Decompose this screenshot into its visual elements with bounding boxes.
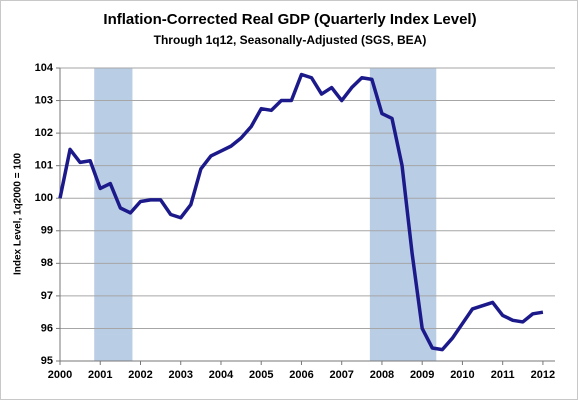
x-tick-label: 2001 [88, 369, 112, 381]
y-tick-label: 100 [35, 192, 53, 204]
x-tick-label: 2012 [531, 369, 555, 381]
y-tick-label: 95 [41, 355, 53, 367]
x-tick-label: 2007 [329, 369, 353, 381]
x-tick-label: 2008 [370, 369, 394, 381]
recession-band [369, 68, 437, 361]
y-tick-label: 101 [35, 160, 53, 172]
x-tick-label: 2004 [209, 369, 234, 381]
y-tick-label: 97 [41, 290, 53, 302]
y-tick-label: 96 [41, 322, 53, 334]
y-tick-label: 98 [41, 257, 53, 269]
chart-title: Inflation-Corrected Real GDP (Quarterly … [103, 11, 476, 28]
y-tick-label: 104 [35, 62, 54, 74]
x-tick-label: 2005 [249, 369, 273, 381]
x-tick-label: 2006 [289, 369, 313, 381]
recession-band [94, 68, 133, 361]
y-tick-label: 103 [35, 94, 53, 106]
x-tick-label: 2003 [168, 369, 192, 381]
data-line [58, 72, 544, 352]
x-tick-label: 2002 [128, 369, 152, 381]
chart-subtitle: Through 1q12, Seasonally-Adjusted (SGS, … [154, 33, 427, 47]
x-tick-label: 2011 [491, 369, 515, 381]
y-tick-label: 99 [41, 225, 53, 237]
x-tick-label: 2009 [410, 369, 434, 381]
x-tick-label: 2010 [450, 369, 474, 381]
y-tick-label: 102 [35, 127, 53, 139]
y-axis-label: Index Level, 1q2000 = 100 [13, 153, 24, 275]
x-tick-label: 2000 [48, 369, 72, 381]
